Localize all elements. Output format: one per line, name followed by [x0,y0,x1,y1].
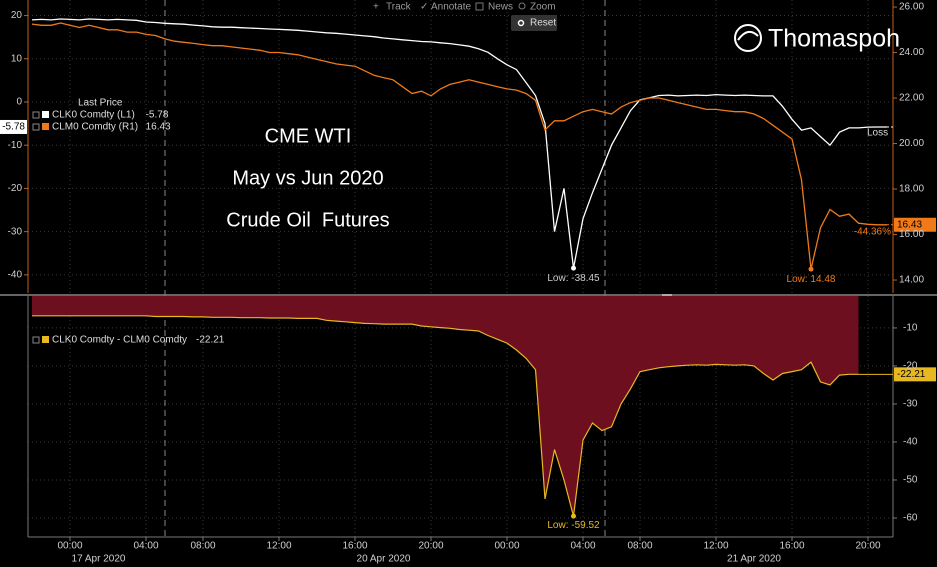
y-tick-label: -30 [8,226,23,237]
y2-tick-label: 22.00 [899,93,924,104]
y-tick-label: -20 [8,183,23,194]
toolbar-annotate[interactable]: Annotate [431,2,471,13]
legend-label: CLK0 Comdty (L1) [52,110,135,121]
zoom-icon [518,2,526,10]
legend-title: Last Price [78,98,123,109]
legend-swatch [42,111,49,118]
news-icon [475,2,484,11]
toolbar-news[interactable]: News [488,2,513,13]
change-label: -44.36% [854,226,891,237]
y2-tick-label: 26.00 [899,2,924,13]
legend-value: -22.21 [196,335,225,346]
x-tick-label: 20:00 [855,541,880,552]
legend-value: -5.78 [146,110,169,121]
legend-value: 16.43 [146,122,171,133]
toolbar-zoom[interactable]: Zoom [530,2,556,13]
y-tick-label: -40 [903,437,918,448]
reset-icon [517,19,525,27]
last-value-box [894,367,936,382]
y-tick-label: 20 [11,10,23,21]
series-line [31,18,887,269]
legend-label: CLM0 Comdty (R1) [52,122,138,133]
y-tick-label: -50 [903,475,918,486]
x-tick-label: 00:00 [494,541,519,552]
y2-tick-label: 24.00 [899,47,924,58]
legend-checkbox[interactable] [32,336,40,344]
low-label: Low: 14.48 [787,274,836,285]
overlay-subtitle: Crude Oil Futures [226,209,389,231]
series-line [31,22,887,270]
legend-swatch [42,123,49,130]
overlay-subtitle: May vs Jun 2020 [232,167,383,189]
legend-label: CLK0 Comdty - CLM0 Comdty [52,335,187,346]
toolbar-track[interactable]: Track [386,2,412,13]
legend: CLK0 Comdty - CLM0 Comdty -22.21 CLK0 Comd… [32,110,225,346]
y2-tick-label: 20.00 [899,138,924,149]
last-value-box [894,217,936,232]
track-icon: + [373,2,379,13]
low-marker [571,265,576,271]
legend-checkbox[interactable] [32,123,40,131]
y-tick-label: -20 [903,361,918,372]
low-label: Low: -59.52 [547,520,600,531]
overlay-title: CME WTI [265,125,352,147]
y-tick-label: -10 [903,323,918,334]
plot: Low: -59.52 -22.21 Low: -38.45 -5.78 Loss Low… [0,18,936,531]
y-tick-label: -60 [903,513,918,524]
y-tick-label: -30 [903,399,918,410]
x-tick-label: 04:00 [133,541,158,552]
x-date-label: 20 Apr 2020 [357,554,411,565]
x-tick-label: 16:00 [342,541,367,552]
area-line [32,315,859,517]
x-tick-label: 12:00 [703,541,728,552]
watermark-logo [734,24,762,52]
toolbar: + Track ✓ Annotate News Zoom Reset [373,2,557,31]
x-tick-label: 00:00 [57,541,82,552]
x-date-label: 21 Apr 2020 [727,554,781,565]
low-marker [808,266,814,272]
x-tick-label: 04:00 [570,541,595,552]
last-value-box [0,119,27,134]
last-value-label: 16.43 [897,219,922,230]
reset-button[interactable] [511,15,557,31]
last-value-label: -22.21 [897,369,926,380]
x-tick-label: 08:00 [627,541,652,552]
area-fill [32,296,859,517]
y2-tick-label: 16.00 [899,229,924,240]
x-tick-label: 08:00 [190,541,215,552]
x-tick-label: 12:00 [266,541,291,552]
annotate-icon: ✓ [420,2,428,13]
legend-checkbox[interactable] [32,111,40,119]
x-date-label: 17 Apr 2020 [72,554,126,565]
y2-tick-label: 14.00 [899,275,924,286]
y-tick-label: -10 [8,140,23,151]
y2-tick-label: 18.00 [899,184,924,195]
watermark: Thomaspoh [768,25,900,53]
low-marker [571,513,576,519]
legend-swatch [42,336,49,343]
y-tick-label: 0 [16,97,22,108]
low-label: Low: -38.45 [547,273,600,284]
y-tick-label: 10 [11,53,23,64]
annotation: Loss [867,128,888,139]
x-tick-label: 16:00 [779,541,804,552]
y-tick-label: -40 [8,269,23,280]
x-tick-label: 20:00 [418,541,443,552]
reset-label[interactable]: Reset [530,18,556,29]
last-value-label: -5.78 [2,122,25,133]
